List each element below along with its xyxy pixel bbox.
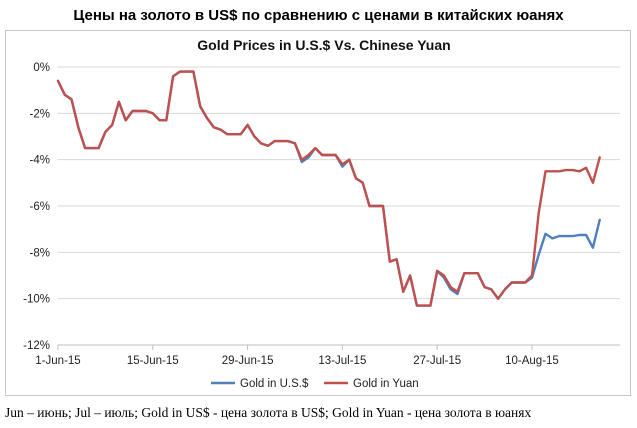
chart-container: Gold Prices in U.S.$ Vs. Chinese Yuan 0%… xyxy=(5,30,631,396)
y-tick-label: -6% xyxy=(30,201,50,213)
chart-title: Gold Prices in U.S.$ Vs. Chinese Yuan xyxy=(197,37,450,53)
x-tick-label: 15-Jun-15 xyxy=(127,355,179,367)
line-chart: Gold Prices in U.S.$ Vs. Chinese Yuan 0%… xyxy=(23,37,620,390)
y-tick-label: 0% xyxy=(33,62,50,74)
legend-label: Gold in U.S.$ xyxy=(240,378,309,390)
series-line-gold-yuan xyxy=(56,70,601,307)
x-tick-label: 13-Jul-15 xyxy=(318,355,366,367)
y-tick-label: -12% xyxy=(23,340,50,352)
footnote: Jun – июнь; Jul – июль; Gold in US$ - це… xyxy=(5,405,532,420)
y-tick-label: -8% xyxy=(30,247,50,259)
y-tick-label: -4% xyxy=(30,155,50,167)
series-line-gold-usd xyxy=(56,70,601,307)
y-tick-label: -10% xyxy=(23,294,50,306)
x-tick-label: 27-Jul-15 xyxy=(413,355,461,367)
y-tick-label: -2% xyxy=(30,108,50,120)
legend-label: Gold in Yuan xyxy=(353,378,419,390)
x-tick-label: 1-Jun-15 xyxy=(35,355,80,367)
page-title: Цены на золото в US$ по сравнению с цена… xyxy=(73,7,564,24)
x-tick-label: 10-Aug-15 xyxy=(505,355,559,367)
x-tick-label: 29-Jun-15 xyxy=(222,355,274,367)
